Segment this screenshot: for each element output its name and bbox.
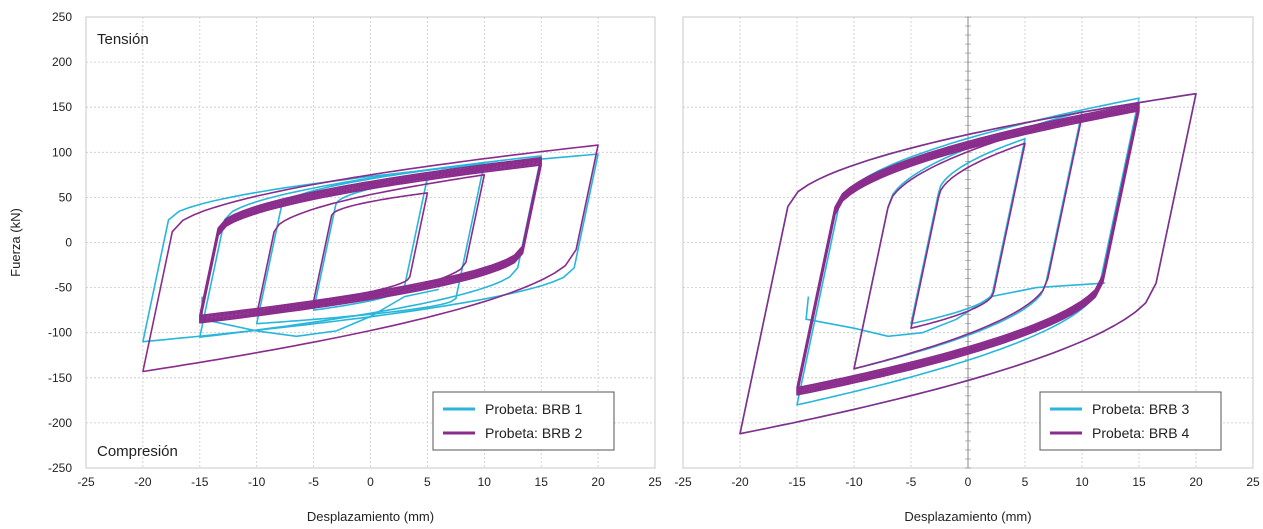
x-tick-label: -25 — [77, 475, 95, 489]
y-tick-label: 150 — [52, 100, 72, 114]
y-tick-label: -250 — [48, 461, 72, 475]
x-tick-label: 15 — [535, 475, 549, 489]
x-axis-label: Desplazamiento (mm) — [307, 509, 434, 524]
x-tick-label: 10 — [1075, 475, 1089, 489]
y-tick-label: 100 — [52, 145, 72, 159]
x-tick-label: -25 — [674, 475, 692, 489]
legend-label: Probeta: BRB 2 — [485, 425, 582, 441]
y-tick-label: -100 — [48, 326, 72, 340]
x-tick-label: -15 — [191, 475, 209, 489]
legend: Probeta: BRB 3 Probeta: BRB 4 — [1039, 391, 1222, 451]
x-tick-label: 5 — [424, 475, 431, 489]
hysteresis-loop — [199, 158, 542, 318]
x-tick-label: -5 — [308, 475, 319, 489]
legend-label: Probeta: BRB 4 — [1092, 425, 1189, 441]
hysteresis-loop — [796, 102, 1140, 389]
hysteresis-loop — [199, 162, 542, 323]
x-tick-label: 20 — [591, 475, 605, 489]
hysteresis-loop — [796, 104, 1140, 390]
x-tick-label: 25 — [648, 475, 662, 489]
series-probeta-brb-4 — [739, 92, 1197, 435]
chart-1: -25 -20 -15 -10 -5 0 5 10 15 20 25250200150100500-… — [8, 10, 662, 524]
y-tick-label: 0 — [65, 236, 72, 250]
hysteresis-loop — [199, 159, 542, 320]
x-tick-label: -5 — [906, 475, 917, 489]
hysteresis-loop — [739, 92, 1197, 435]
legend-label: Probeta: BRB 1 — [485, 401, 582, 417]
hysteresis-loop — [796, 107, 1140, 393]
legend-box — [432, 391, 615, 451]
annotation-compression: Compresión — [97, 443, 178, 460]
y-tick-label: 50 — [59, 190, 73, 204]
series-probeta-brb-2 — [142, 144, 599, 373]
hysteresis-loop — [910, 142, 1026, 329]
y-tick-label: -50 — [55, 281, 73, 295]
x-tick-label: 25 — [1246, 475, 1260, 489]
y-tick-label: 250 — [52, 10, 72, 24]
hysteresis-loop — [199, 156, 542, 317]
hysteresis-loop — [796, 108, 1140, 395]
x-tick-label: 5 — [1022, 475, 1029, 489]
hysteresis-loop — [199, 161, 542, 321]
hysteresis-loop — [796, 110, 1140, 396]
x-tick-label: -10 — [248, 475, 266, 489]
hysteresis-loop — [199, 164, 542, 324]
x-tick-label: -20 — [731, 475, 749, 489]
chart-2: -25 -20 -15 -10 -5 0 5 10 15 20 25 Desplazamiento (… — [674, 16, 1260, 524]
x-tick-label: 0 — [367, 475, 374, 489]
x-tick-label: 0 — [965, 475, 972, 489]
y-tick-label: 200 — [52, 55, 72, 69]
y-axis-label: Fuerza (kN) — [8, 208, 23, 277]
hysteresis-loop — [796, 105, 1140, 392]
initial-load-path — [805, 282, 1105, 338]
x-tick-label: -10 — [845, 475, 863, 489]
legend: Probeta: BRB 1 Probeta: BRB 2 — [432, 391, 615, 451]
x-tick-label: -15 — [788, 475, 806, 489]
y-tick-label: -200 — [48, 416, 72, 430]
hysteresis-loop — [142, 153, 599, 343]
x-axis-label: Desplazamiento (mm) — [904, 509, 1031, 524]
legend-label: Probeta: BRB 3 — [1092, 401, 1189, 417]
y-tick-label: -150 — [48, 371, 72, 385]
x-tick-label: 10 — [478, 475, 492, 489]
x-tick-label: 20 — [1189, 475, 1203, 489]
hysteresis-loop — [910, 138, 1026, 325]
x-tick-label: -20 — [134, 475, 152, 489]
x-tick-label: 15 — [1132, 475, 1146, 489]
hysteresis-loop — [142, 144, 599, 373]
legend-box — [1039, 391, 1222, 451]
annotation-tension: Tensión — [97, 31, 149, 48]
